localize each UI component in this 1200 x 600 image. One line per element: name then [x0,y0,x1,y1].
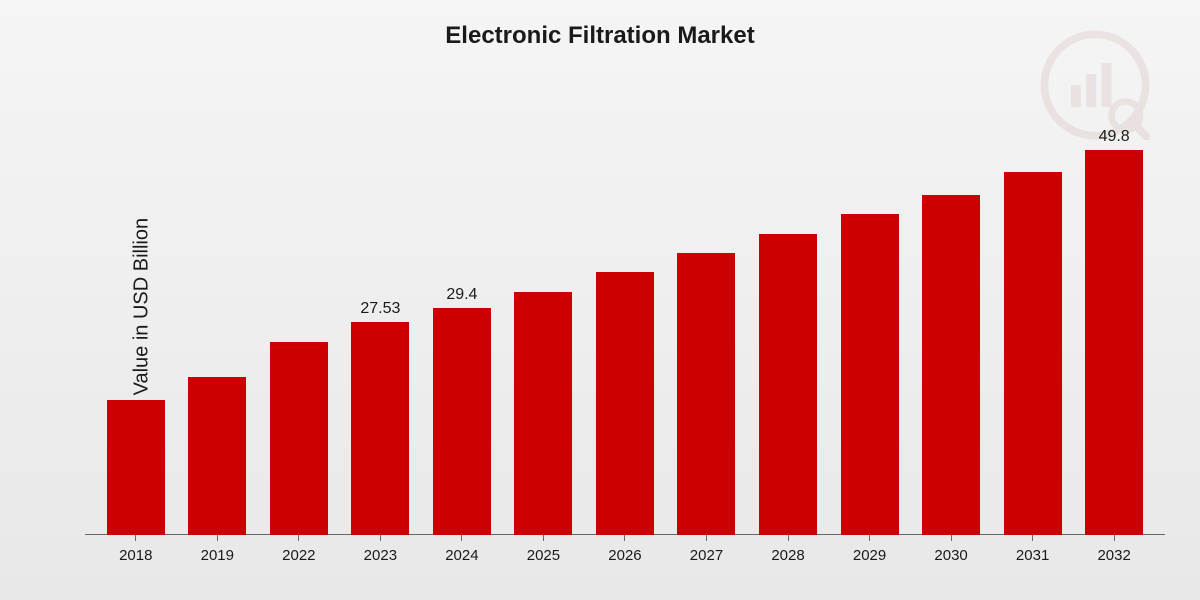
x-tick: 2023 [340,535,422,570]
x-tick: 2026 [584,535,666,570]
x-tick: 2032 [1073,535,1155,570]
x-category-label: 2031 [1016,547,1049,564]
x-tick: 2028 [747,535,829,570]
bar-value-label: 27.53 [360,300,400,318]
tick-mark [1114,535,1115,541]
x-category-label: 2027 [690,547,723,564]
x-category-label: 2023 [364,547,397,564]
bar-slot [829,110,911,535]
bar [677,253,735,535]
bar [1085,150,1143,535]
bar [922,195,980,535]
x-tick: 2024 [421,535,503,570]
bar-slot: 49.8 [1073,110,1155,535]
bar-slot [177,110,259,535]
bar-slot: 27.53 [340,110,422,535]
bar-slot [503,110,585,535]
bar [270,342,328,535]
tick-mark [298,535,299,541]
bar-slot [95,110,177,535]
bar [107,400,165,535]
bar-slot [258,110,340,535]
x-category-label: 2024 [445,547,478,564]
bar-slot [584,110,666,535]
x-category-label: 2029 [853,547,886,564]
x-tick: 2018 [95,535,177,570]
bar [596,272,654,535]
bar [514,292,572,535]
tick-mark [543,535,544,541]
tick-mark [869,535,870,541]
x-tick: 2027 [666,535,748,570]
bar-slot: 29.4 [421,110,503,535]
tick-mark [624,535,625,541]
tick-mark [135,535,136,541]
x-tick: 2029 [829,535,911,570]
tick-mark [461,535,462,541]
x-category-label: 2032 [1097,547,1130,564]
x-tick: 2030 [910,535,992,570]
tick-mark [217,535,218,541]
x-category-label: 2025 [527,547,560,564]
bar-slot [992,110,1074,535]
chart-area: Market Value in USD Billion 27.5329.449.… [60,110,1165,570]
bar [433,308,491,535]
tick-mark [788,535,789,541]
x-axis-labels: 2018 2019 2022 2023 2024 2025 2026 2027 2028 2029… [85,535,1165,570]
bar-value-label: 29.4 [446,286,477,304]
plot-area: 27.53 29.4 49.8 [85,110,1165,535]
bar-slot [747,110,829,535]
bar [188,377,246,535]
tick-mark [706,535,707,541]
bar-value-label: 49.8 [1099,128,1130,146]
bars-container: 27.53 29.4 49.8 [85,110,1165,535]
x-tick: 2025 [503,535,585,570]
bar [1004,172,1062,535]
x-category-label: 2019 [201,547,234,564]
x-tick: 2022 [258,535,340,570]
x-category-label: 2026 [608,547,641,564]
tick-mark [380,535,381,541]
bar [841,214,899,535]
bar [351,322,409,535]
bar-slot [666,110,748,535]
chart-title: Electronic Filtration Market [0,0,1200,50]
tick-mark [1032,535,1033,541]
bar [759,234,817,535]
x-category-label: 2030 [934,547,967,564]
x-category-label: 2028 [771,547,804,564]
bar-slot [910,110,992,535]
x-category-label: 2018 [119,547,152,564]
x-tick: 2031 [992,535,1074,570]
x-tick: 2019 [177,535,259,570]
x-category-label: 2022 [282,547,315,564]
tick-mark [951,535,952,541]
